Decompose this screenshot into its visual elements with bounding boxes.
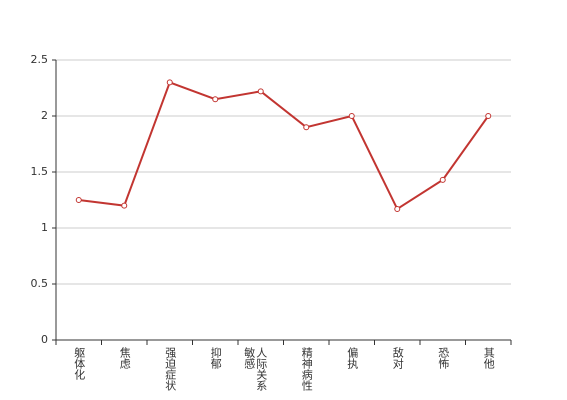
x-tick-label: 抑郁 — [209, 347, 223, 369]
point — [75, 197, 82, 203]
point — [257, 88, 264, 95]
x-tick-label: 恐怖 — [436, 347, 450, 369]
point — [394, 205, 401, 212]
line — [78, 81, 490, 211]
x-tick-label: 躯体化 — [72, 347, 86, 380]
x-tick-label: 人际关系敏感 — [242, 347, 268, 391]
x-tick-label: 强迫症状 — [163, 347, 177, 391]
x-tick-label: 精神病性 — [300, 347, 314, 391]
y-tick-label: 2.5 — [31, 53, 49, 66]
x-tick-label: 其他 — [482, 347, 496, 369]
point — [348, 113, 355, 119]
point — [121, 202, 128, 209]
point — [485, 113, 492, 119]
y-tick-label: 1.5 — [31, 165, 49, 178]
y-tick-label: 0 — [41, 333, 48, 346]
point — [212, 96, 219, 103]
x-tick-label: 偏执 — [345, 347, 359, 369]
y-tick-label: 2 — [41, 109, 48, 122]
point — [303, 124, 310, 131]
y-tick-label: 1 — [41, 221, 48, 234]
y-tick-label: 0.5 — [31, 277, 49, 290]
x-tick-label: 焦虑 — [118, 347, 132, 369]
x-tick-label: 敌对 — [391, 347, 405, 369]
point — [166, 79, 173, 86]
point — [439, 176, 446, 183]
